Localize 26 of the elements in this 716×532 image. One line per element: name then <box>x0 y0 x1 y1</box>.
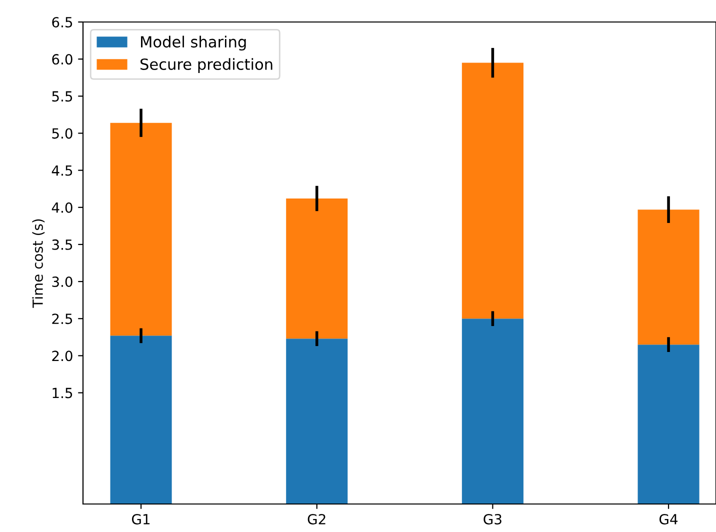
legend-label: Model sharing <box>141 36 246 51</box>
bar <box>638 210 700 345</box>
x-tick-label: G3 <box>484 514 502 524</box>
legend-label: Secure prediction <box>140 58 272 73</box>
y-tick-label: 4.5 <box>52 165 72 176</box>
y-tick-label: 5.5 <box>52 91 72 102</box>
bar <box>110 336 172 504</box>
y-tick-label: 6.5 <box>52 16 72 28</box>
y-tick-label: 3.0 <box>52 276 72 288</box>
bar <box>110 122 172 336</box>
y-tick-label: 2.5 <box>52 314 72 324</box>
y-axis-title: Time cost (s) <box>32 219 45 308</box>
y-tick-label: 5.0 <box>52 128 72 139</box>
bar <box>462 318 524 504</box>
y-tick-label: 1.5 <box>52 388 72 398</box>
bar <box>286 198 348 339</box>
y-tick-label: 3.5 <box>52 239 72 250</box>
y-tick-label: 4.0 <box>52 202 72 213</box>
bar <box>462 62 524 319</box>
y-tick-label: 2.0 <box>52 350 72 362</box>
bar <box>286 338 348 504</box>
x-tick-label: G1 <box>132 514 150 524</box>
x-tick-label: G2 <box>308 514 326 524</box>
y-tick-label: 6.0 <box>52 54 72 65</box>
bar <box>638 344 700 504</box>
x-tick-label: G4 <box>660 514 678 524</box>
